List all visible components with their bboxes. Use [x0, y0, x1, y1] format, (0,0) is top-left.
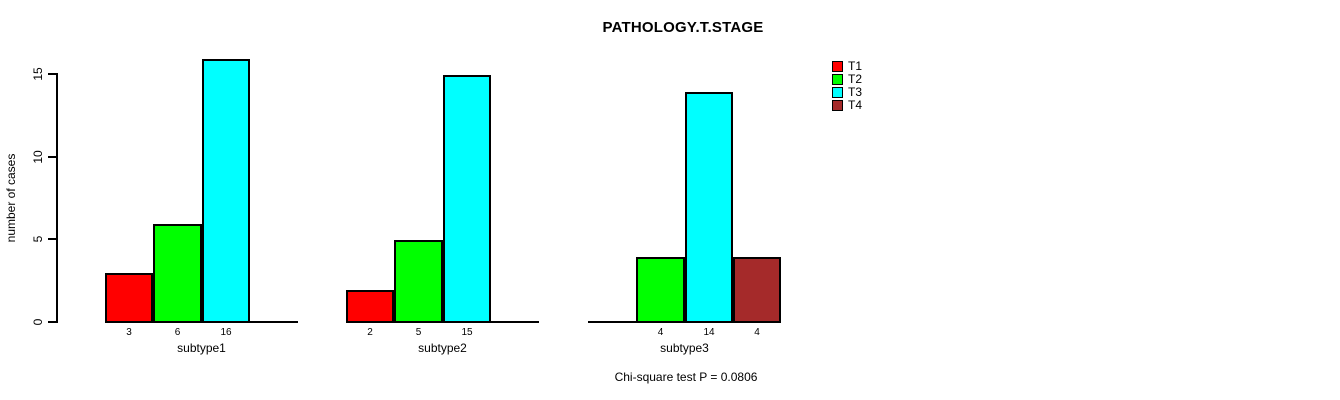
legend-label: T2: [848, 72, 863, 86]
bar-value-label: 3: [126, 327, 132, 338]
bar-t2-subtype3: [636, 257, 685, 323]
legend-item-t4: T4: [832, 98, 863, 112]
y-axis-tick: [48, 238, 57, 240]
legend-label: T1: [848, 59, 863, 73]
bar-value-label: 4: [754, 327, 760, 338]
bar-t3-subtype3: [685, 92, 733, 323]
category-label-subtype3: subtype3: [660, 341, 709, 355]
bar-t2-subtype1: [153, 224, 202, 323]
category-label-subtype2: subtype2: [418, 341, 467, 355]
y-axis-tick-label: 0: [31, 318, 45, 326]
legend-label: T4: [848, 98, 863, 112]
bar-t1-subtype1: [105, 273, 153, 323]
bar-t3-subtype2: [443, 75, 491, 323]
legend-item-t1: T1: [832, 59, 863, 73]
bar-t4-subtype3: [733, 257, 781, 323]
bar-value-label: 5: [415, 327, 422, 338]
legend: T1 T2 T3 T4: [832, 59, 863, 112]
legend-swatch-t3: [832, 87, 843, 98]
chi-square-annotation: Chi-square test P = 0.0806: [614, 370, 758, 384]
y-axis-tick: [48, 156, 57, 158]
bar-t2-subtype2: [394, 240, 443, 323]
y-axis-tick-label: 10: [31, 150, 45, 164]
legend-item-t2: T2: [832, 72, 863, 86]
bar-t3-subtype1: [202, 59, 250, 323]
y-axis-tick: [48, 73, 57, 75]
legend-swatch-t1: [832, 61, 843, 72]
y-axis-tick-label: 15: [31, 67, 45, 81]
legend-item-t3: T3: [832, 85, 863, 99]
legend-label: T3: [848, 85, 863, 99]
bar-value-label: 14: [703, 327, 715, 338]
legend-swatch-t4: [832, 100, 843, 111]
bar-value-label: 6: [174, 327, 181, 338]
bar-value-label: 16: [220, 327, 232, 338]
bar-value-label: 15: [461, 327, 473, 338]
y-axis-tick: [48, 321, 57, 323]
legend-swatch-t2: [832, 74, 843, 85]
chart-title: PATHOLOGY.T.STAGE: [602, 19, 764, 36]
bar-t1-subtype2: [346, 290, 394, 323]
category-label-subtype1: subtype1: [177, 341, 226, 355]
y-axis-line: [56, 73, 58, 323]
y-axis-tick-label: 5: [31, 235, 45, 243]
bar-value-label: 4: [657, 327, 664, 338]
bar-value-label: 2: [367, 327, 373, 338]
